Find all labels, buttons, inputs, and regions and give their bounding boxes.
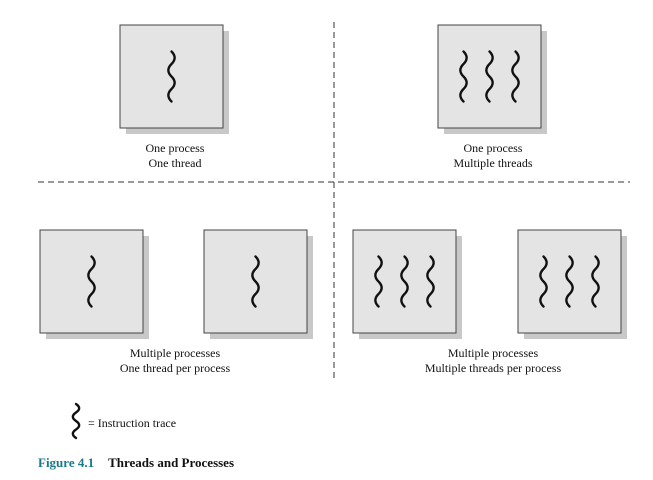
thread-squiggle-icon: [565, 255, 574, 308]
thread-squiggle-icon: [485, 50, 494, 103]
thread-squiggle-icon: [167, 50, 176, 103]
caption-line-1: One process: [463, 141, 523, 155]
caption-line-2: One thread per process: [119, 361, 231, 375]
legend-label: = Instruction trace: [88, 416, 177, 430]
figure-caption: Figure 4.1 Threads and Processes: [38, 455, 234, 471]
thread-squiggle-icon: [400, 255, 409, 308]
thread-squiggle-icon: [459, 50, 468, 103]
caption-multiple-processes-multiple-threads: Multiple processes Multiple threads per …: [393, 346, 593, 376]
caption-line-1: One process: [145, 141, 205, 155]
figure-number: Figure 4.1: [38, 455, 95, 470]
caption-line-2: One thread: [148, 156, 202, 170]
caption-line-1: Multiple processes: [129, 346, 221, 360]
caption-one-process-one-thread: One process One thread: [95, 141, 255, 171]
caption-line-1: Multiple processes: [447, 346, 539, 360]
thread-squiggle-icon: [374, 255, 383, 308]
caption-line-2: Multiple threads per process: [424, 361, 562, 375]
instruction-trace-icon: [71, 402, 81, 440]
thread-squiggle-icon: [511, 50, 520, 103]
thread-squiggle-icon: [251, 255, 260, 308]
thread-squiggle-icon: [539, 255, 548, 308]
thread-squiggle-icon: [87, 255, 96, 308]
thread-squiggle-icon: [426, 255, 435, 308]
caption-multiple-processes-one-thread: Multiple processes One thread per proces…: [80, 346, 270, 376]
caption-line-2: Multiple threads: [453, 156, 533, 170]
thread-squiggle-icon: [591, 255, 600, 308]
figure-title: Threads and Processes: [108, 455, 235, 470]
caption-one-process-multiple-threads: One process Multiple threads: [413, 141, 573, 171]
